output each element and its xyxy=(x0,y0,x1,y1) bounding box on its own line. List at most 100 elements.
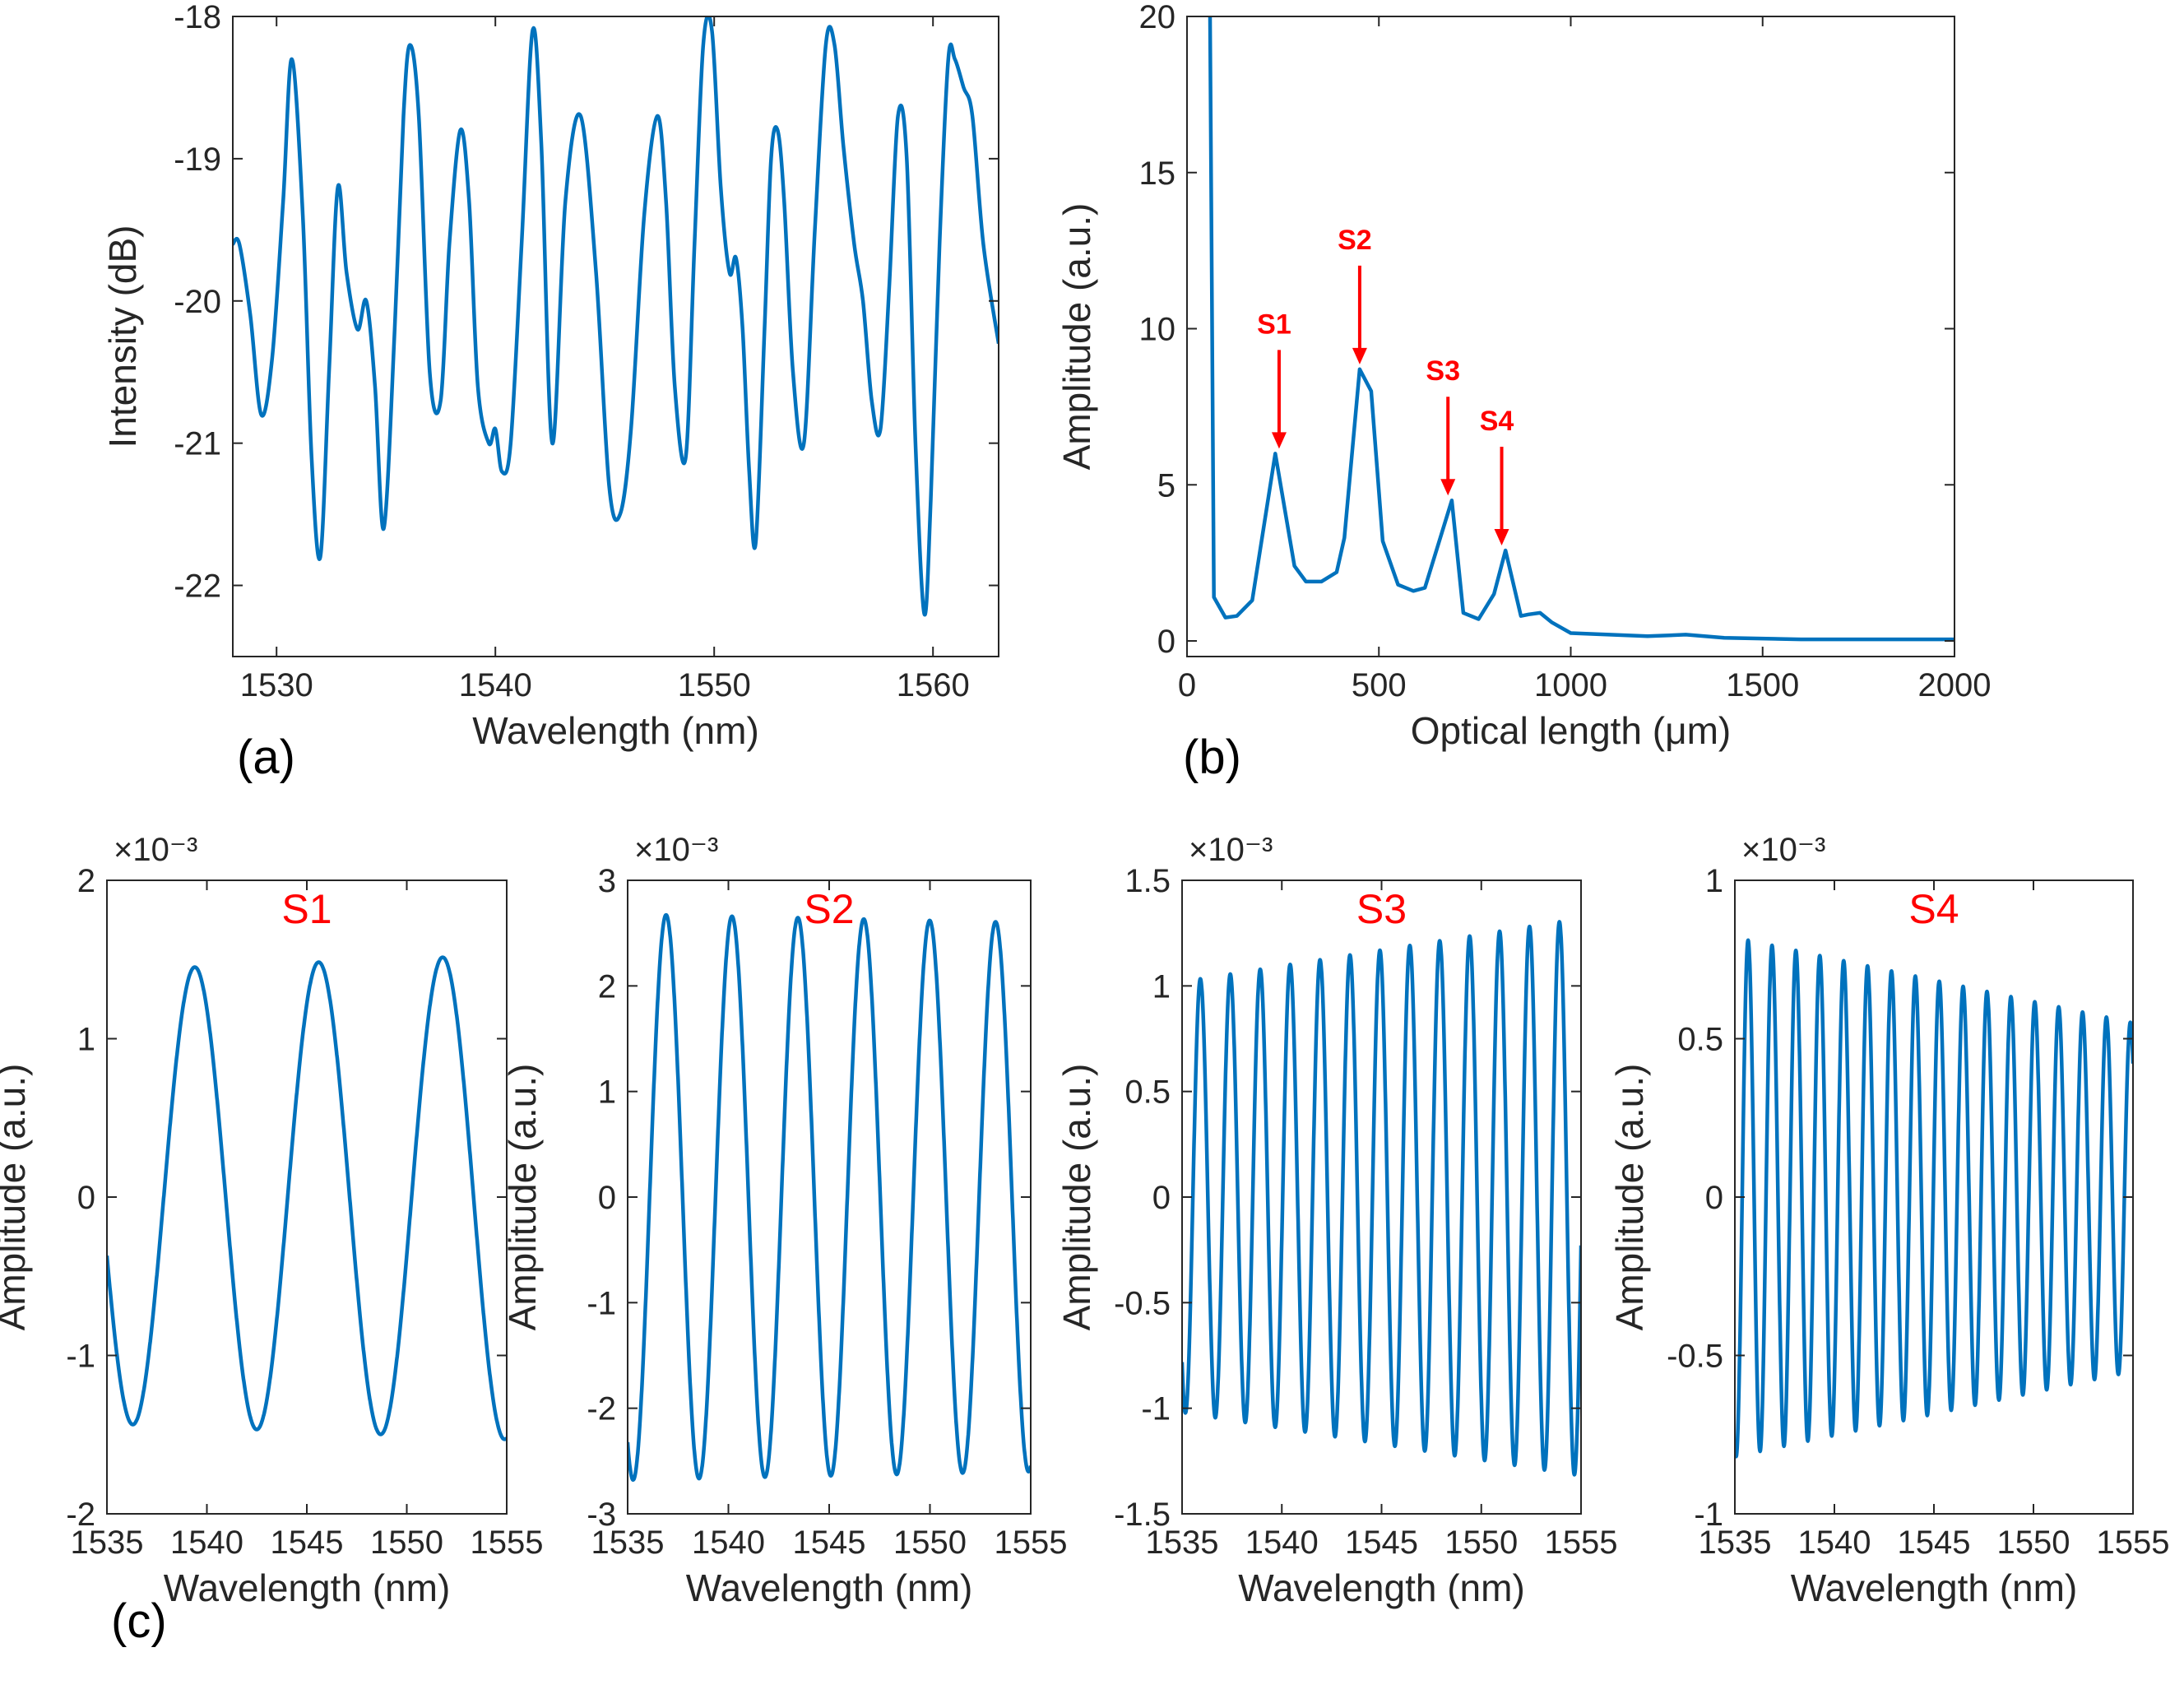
exponent-label: ×10⁻³ xyxy=(1189,832,1273,868)
x-tick-label: 500 xyxy=(1352,667,1407,703)
x-axis-title: Wavelength (nm) xyxy=(686,1566,973,1609)
x-tick-label: 0 xyxy=(1178,667,1196,703)
exponent-label: ×10⁻³ xyxy=(1741,832,1825,868)
y-tick-label: -2 xyxy=(66,1497,95,1533)
x-tick-label: 1540 xyxy=(1245,1525,1319,1561)
y-axis-title: Amplitude (a.u.) xyxy=(0,1064,33,1331)
x-tick-label: 1545 xyxy=(1898,1525,1971,1561)
x-tick-label: 1540 xyxy=(692,1525,765,1561)
y-tick-label: 1 xyxy=(1705,863,1723,899)
y-tick-label: 0 xyxy=(598,1180,616,1216)
y-tick-label: -18 xyxy=(174,0,221,35)
panel-label: (a) xyxy=(237,731,295,784)
y-tick-label: 1 xyxy=(1152,968,1171,1005)
annotation-arrow-head xyxy=(1271,432,1287,449)
exponent-label: ×10⁻³ xyxy=(114,832,197,868)
x-tick-label: 1550 xyxy=(1444,1525,1518,1561)
series-line-c4 xyxy=(1735,938,2133,1459)
x-axis-title: Optical length (μm) xyxy=(1411,709,1732,752)
x-axis-title: Wavelength (nm) xyxy=(472,709,759,752)
y-tick-label: 10 xyxy=(1139,312,1176,348)
axes-box-b xyxy=(1186,16,1955,657)
y-tick-label: 5 xyxy=(1157,467,1175,504)
y-axis-title: Amplitude (a.u.) xyxy=(1055,1064,1098,1331)
series-line-c1 xyxy=(107,955,507,1441)
y-tick-label: 0 xyxy=(77,1180,95,1216)
x-axis-title: Wavelength (nm) xyxy=(164,1566,451,1609)
series-line-c3 xyxy=(1182,920,1581,1477)
x-tick-label: 1555 xyxy=(995,1525,1068,1561)
x-tick-label: 2000 xyxy=(1918,667,1992,703)
y-tick-label: -1.5 xyxy=(1114,1497,1171,1533)
x-tick-label: 1545 xyxy=(271,1525,344,1561)
x-tick-label: 1535 xyxy=(1146,1525,1219,1561)
y-tick-label: 0 xyxy=(1152,1180,1171,1216)
annotation-label: S4 xyxy=(1480,406,1514,437)
chart-a: 1530 1540 1550 1560 -22 -21 -20 -19 -18 Wavelengt… xyxy=(101,0,999,784)
y-tick-label: 1 xyxy=(598,1074,616,1111)
y-tick-label: 1 xyxy=(77,1022,95,1058)
x-tick-label: 1560 xyxy=(897,667,970,703)
x-tick-label: 1555 xyxy=(1545,1525,1618,1561)
x-axis-title: Wavelength (nm) xyxy=(1791,1566,2078,1609)
panel-label: (b) xyxy=(1183,731,1241,784)
x-tick-label: 1550 xyxy=(678,667,751,703)
y-tick-label: -1 xyxy=(1141,1391,1171,1427)
y-axis-title: Intensity (dB) xyxy=(101,225,144,448)
y-tick-label: -2 xyxy=(587,1391,616,1427)
y-tick-label: -20 xyxy=(174,284,221,320)
y-tick-label: -1 xyxy=(587,1285,616,1321)
x-tick-label: 1540 xyxy=(459,667,532,703)
y-tick-label: 0.5 xyxy=(1677,1022,1723,1058)
annotation-label: S3 xyxy=(1426,355,1460,387)
y-axis-title: Amplitude (a.u.) xyxy=(1608,1064,1651,1331)
x-tick-label: 1545 xyxy=(1345,1525,1418,1561)
axes-box-a xyxy=(232,16,999,657)
subplot-title: S3 xyxy=(1356,886,1407,932)
x-tick-label: 1550 xyxy=(893,1525,967,1561)
y-tick-label: -3 xyxy=(587,1497,616,1533)
x-tick-label: 1530 xyxy=(240,667,313,703)
x-tick-label: 1535 xyxy=(1699,1525,1772,1561)
x-tick-label: 1535 xyxy=(591,1525,665,1561)
y-tick-label: 0 xyxy=(1157,624,1175,660)
y-tick-label: 20 xyxy=(1139,0,1176,35)
x-tick-label: 1555 xyxy=(2097,1525,2170,1561)
subplot-title: S1 xyxy=(281,886,332,932)
series-line-a xyxy=(233,16,999,617)
y-tick-label: -19 xyxy=(174,142,221,178)
y-tick-label: -21 xyxy=(174,426,221,462)
x-tick-label: 1550 xyxy=(1997,1525,2070,1561)
chart-c4: 1535 1540 1545 1550 1555 -1 -0.5 0 0.5 1 Wavelengt… xyxy=(1608,832,2169,1609)
x-tick-label: 1545 xyxy=(793,1525,866,1561)
y-axis-title: Amplitude (a.u.) xyxy=(501,1064,544,1331)
y-tick-label: 1.5 xyxy=(1124,863,1171,899)
y-axis-title: Amplitude (a.u.) xyxy=(1055,203,1098,471)
subplot-title: S2 xyxy=(804,886,854,932)
y-tick-label: 2 xyxy=(598,968,616,1005)
annotation-label: S2 xyxy=(1338,225,1372,256)
annotation-arrow-head xyxy=(1352,347,1367,364)
y-tick-label: 3 xyxy=(598,863,616,899)
axes-box-c1 xyxy=(106,879,508,1515)
annotation-arrow-head xyxy=(1440,479,1456,496)
x-tick-label: 1535 xyxy=(71,1525,144,1561)
subplot-title: S4 xyxy=(1908,886,1959,932)
x-tick-label: 1555 xyxy=(471,1525,544,1561)
chart-b: 0 500 1000 1500 2000 0 5 10 15 20 Optical length (… xyxy=(1055,0,1991,784)
x-tick-label: 1540 xyxy=(1798,1525,1871,1561)
y-tick-label: -1 xyxy=(66,1339,95,1375)
y-tick-label: -0.5 xyxy=(1114,1285,1171,1321)
exponent-label: ×10⁻³ xyxy=(634,832,718,868)
chart-c1: 1535 1540 1545 1550 1555 -2 -1 0 1 2 Wavelength (n… xyxy=(0,832,543,1648)
y-tick-label: 0 xyxy=(1705,1180,1723,1216)
y-tick-label: -22 xyxy=(174,569,221,605)
x-axis-title: Wavelength (nm) xyxy=(1238,1566,1525,1609)
y-tick-label: -0.5 xyxy=(1667,1339,1723,1375)
x-tick-label: 1550 xyxy=(370,1525,443,1561)
chart-c2: 1535 1540 1545 1550 1555 -3 -2 -1 0 1 2 3 Wavelength… xyxy=(501,832,1067,1609)
y-tick-label: 0.5 xyxy=(1124,1074,1171,1111)
y-tick-label: 2 xyxy=(77,863,95,899)
chart-c3: 1535 1540 1545 1550 1555 -1.5 -1 -0.5 0 0.5 1 1.5 Wa… xyxy=(1055,832,1617,1609)
